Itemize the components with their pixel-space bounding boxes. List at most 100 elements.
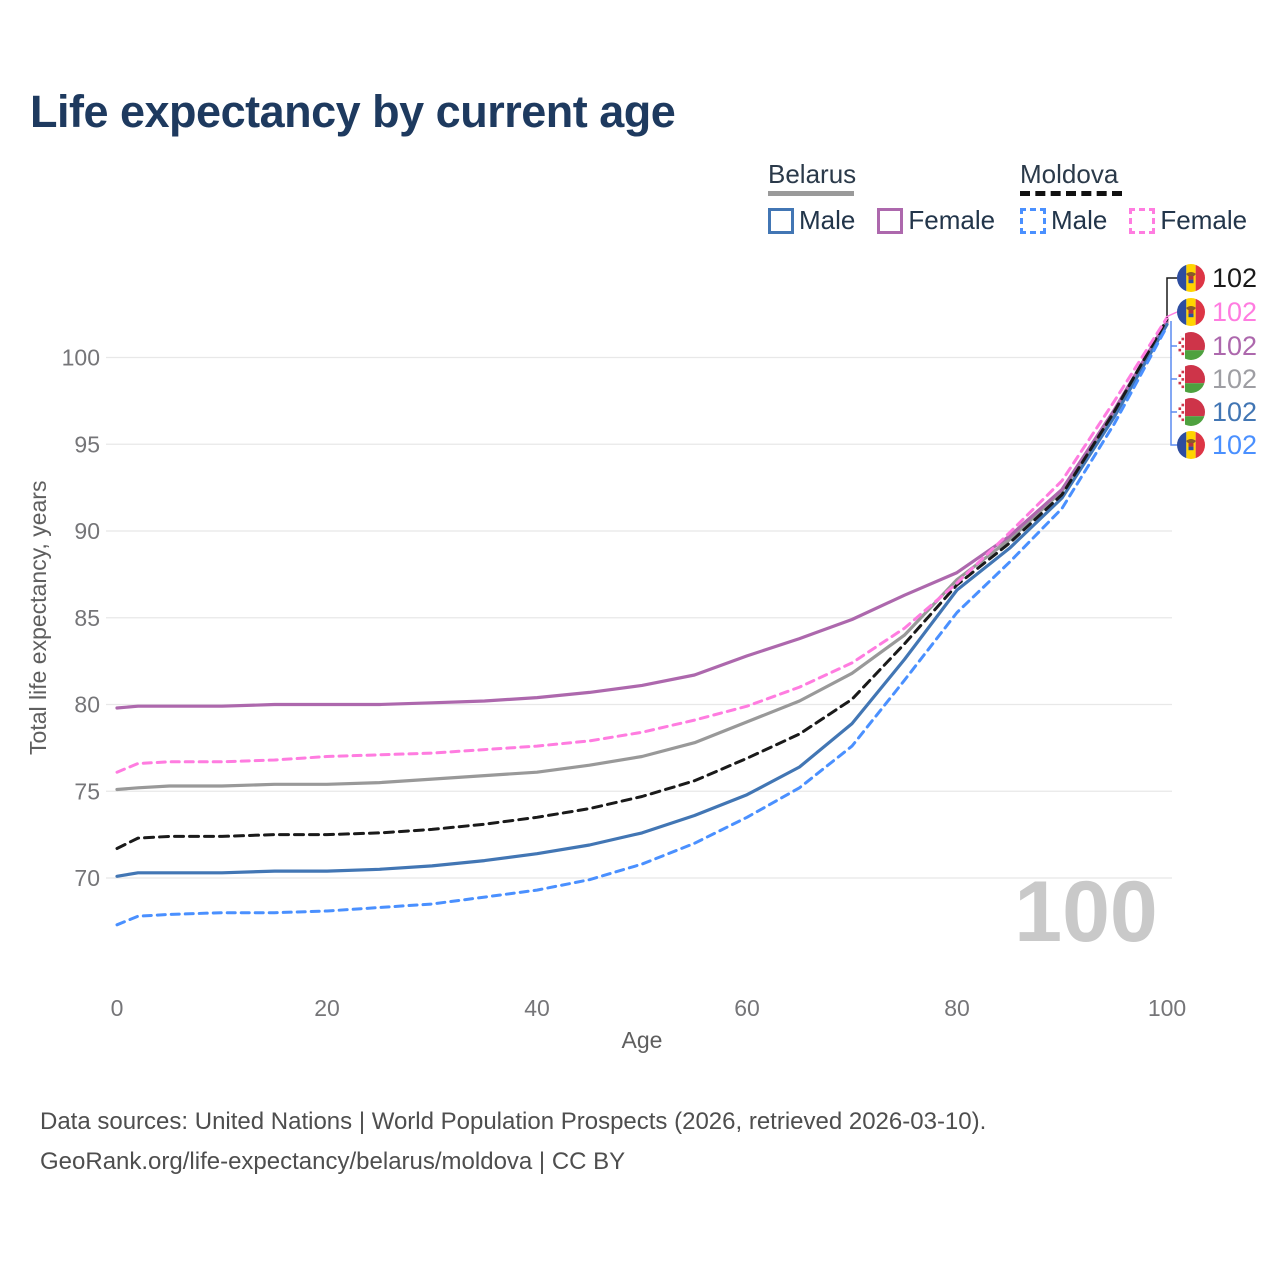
ornament-dot xyxy=(1178,356,1182,359)
emblem-shield-bottom xyxy=(1188,279,1194,284)
stripe-blue xyxy=(1177,264,1187,292)
x-tick-label: 20 xyxy=(314,995,340,1021)
ornament-dot xyxy=(1181,403,1185,407)
series-line-belarus-male xyxy=(115,322,1169,878)
moldova-male-swatch xyxy=(1020,207,1046,234)
ornament-dot xyxy=(1181,337,1185,341)
series-line-belarus xyxy=(115,321,1169,792)
ornament-dot xyxy=(1181,385,1185,389)
end-value-label: 102 xyxy=(1212,263,1257,293)
end-value-label: 102 xyxy=(1212,297,1257,327)
ornament-dot xyxy=(1178,348,1182,352)
legend-group-belarus: Belarus Male Female xyxy=(768,160,995,236)
legend-item-belarus-male[interactable]: Male xyxy=(768,205,855,236)
stripe-blue xyxy=(1177,431,1187,459)
series-line-moldova-female xyxy=(115,316,1169,774)
field-red xyxy=(1185,332,1205,351)
ornament-dot xyxy=(1181,345,1185,348)
moldova-flag-icon xyxy=(1177,431,1205,459)
ornament-dot xyxy=(1181,370,1185,374)
legend-country-moldova: Moldova xyxy=(1020,159,1119,189)
ornament-dot xyxy=(1178,367,1182,370)
leader-line-moldova xyxy=(1166,277,1177,318)
belarus-flag-icon xyxy=(1177,332,1205,360)
field-green xyxy=(1185,350,1205,360)
legend-label-belarus-female: Female xyxy=(908,205,996,235)
legend-label-moldova-male: Male xyxy=(1051,205,1108,235)
belarus-female-swatch xyxy=(877,207,904,234)
y-tick-label: 90 xyxy=(74,518,100,544)
series-line-belarus-female xyxy=(115,319,1169,710)
emblem-eagle xyxy=(1186,272,1196,276)
stripe-red xyxy=(1195,264,1205,292)
emblem-eagle xyxy=(1186,439,1196,443)
ornament-dot xyxy=(1178,422,1182,425)
y-tick-label: 70 xyxy=(74,865,100,891)
legend-label-belarus-male: Male xyxy=(799,205,856,235)
legend-country-belarus: Belarus xyxy=(768,159,857,189)
belarus-male-swatch xyxy=(768,207,794,234)
field-red xyxy=(1185,398,1205,417)
ornament-dot xyxy=(1178,341,1182,344)
line-chart: 70 75 80 85 90 95 100 0 20 40 60 80 100 Age Total life… xyxy=(25,263,1257,1053)
ornament-dot xyxy=(1178,407,1182,410)
stripe-blue xyxy=(1177,298,1187,326)
legend: Belarus Male Female Moldova Male xyxy=(0,160,1280,250)
belarus-flag-icon xyxy=(1177,365,1205,393)
stripe-red xyxy=(1195,298,1205,326)
y-tick-label: 100 xyxy=(62,345,100,371)
field-green xyxy=(1185,383,1205,393)
emblem-shield-bottom xyxy=(1188,313,1194,318)
moldova-flag-icon xyxy=(1177,298,1205,326)
leader-bracket xyxy=(1170,321,1177,446)
end-value-label: 102 xyxy=(1212,430,1257,460)
x-tick-label: 100 xyxy=(1148,995,1186,1021)
data-sources-text: Data sources: United Nations | World Pop… xyxy=(40,1108,987,1135)
belarus-flag-icon xyxy=(1177,398,1205,426)
emblem-shield-top xyxy=(1188,443,1194,447)
legend-group-moldova: Moldova Male Female xyxy=(1020,160,1247,236)
y-axis-title: Total life expectancy, years xyxy=(25,481,51,755)
x-tick-label: 40 xyxy=(524,995,550,1021)
y-tick-label: 95 xyxy=(74,431,100,457)
ornament-dot xyxy=(1178,414,1182,418)
emblem-eagle xyxy=(1186,306,1196,310)
legend-label-moldova-female: Female xyxy=(1160,205,1248,235)
legend-item-moldova-female[interactable]: Female xyxy=(1129,205,1247,236)
ornament-dot xyxy=(1178,389,1182,392)
legend-item-belarus-female[interactable]: Female xyxy=(877,205,995,236)
moldova-flag-icon xyxy=(1177,264,1205,292)
emblem-shield-bottom xyxy=(1188,446,1194,451)
x-axis-title: Age xyxy=(622,1027,663,1053)
ornament-dot xyxy=(1178,374,1182,377)
series-line-moldova xyxy=(115,317,1169,850)
end-value-label: 102 xyxy=(1212,364,1257,394)
field-green xyxy=(1185,416,1205,426)
ornament-dot xyxy=(1181,411,1185,414)
y-tick-label: 75 xyxy=(74,778,100,804)
x-tick-label: 0 xyxy=(111,995,124,1021)
end-value-label: 102 xyxy=(1212,397,1257,427)
ornament-dot xyxy=(1181,352,1185,356)
series-line-moldova-male xyxy=(115,324,1169,927)
ornament-dot xyxy=(1178,381,1182,385)
y-tick-label: 85 xyxy=(74,605,100,631)
y-tick-label: 80 xyxy=(74,692,100,718)
legend-item-moldova-male[interactable]: Male xyxy=(1020,205,1107,236)
belarus-line-swatch xyxy=(768,191,854,196)
moldova-line-swatch xyxy=(1020,191,1122,196)
emblem-shield-top xyxy=(1188,310,1194,314)
ornament-dot xyxy=(1181,378,1185,381)
x-tick-label: 80 xyxy=(944,995,970,1021)
moldova-female-swatch xyxy=(1129,207,1156,234)
x-tick-label: 60 xyxy=(734,995,760,1021)
ornament-dot xyxy=(1181,418,1185,422)
ornament-dot xyxy=(1178,334,1182,337)
watermark-age: 100 xyxy=(1014,864,1158,960)
page-title: Life expectancy by current age xyxy=(30,86,676,137)
leader-line-moldova-female xyxy=(1165,311,1178,318)
field-red xyxy=(1185,365,1205,384)
emblem-shield-top xyxy=(1188,276,1194,280)
stripe-red xyxy=(1195,431,1205,459)
